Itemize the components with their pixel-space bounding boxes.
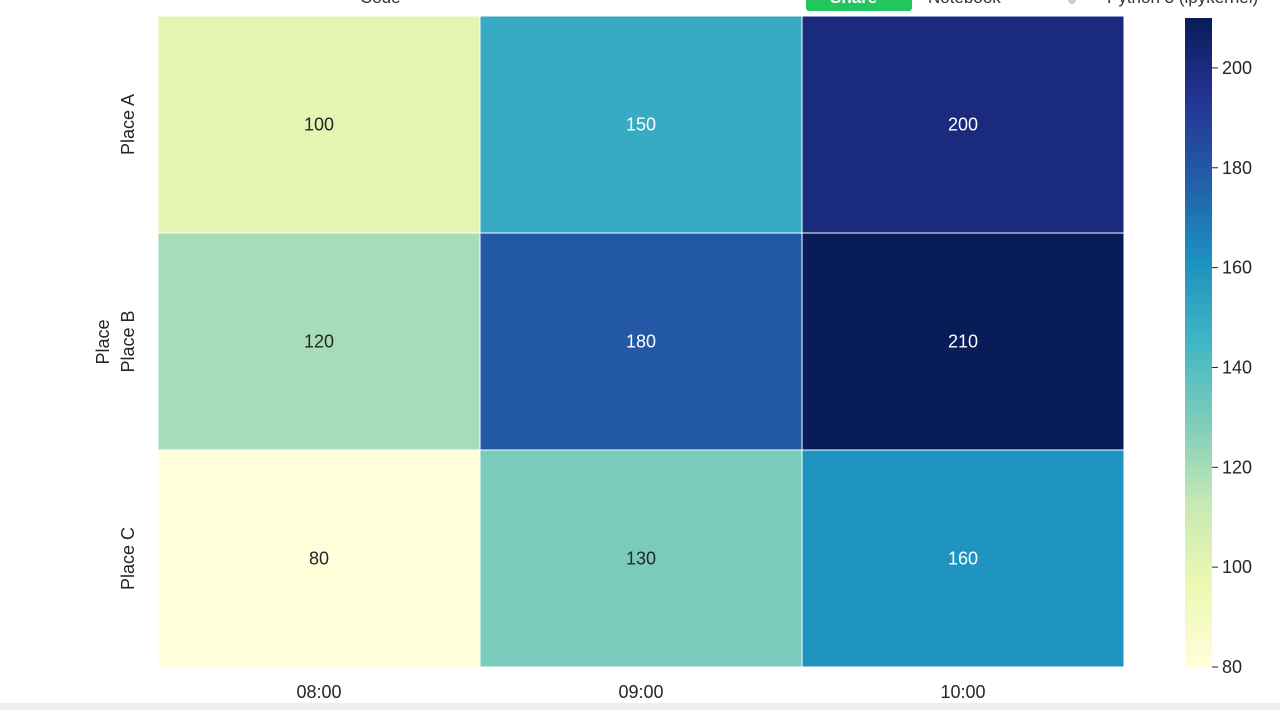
- kernel-name[interactable]: Python 3 (ipykernel): [1107, 0, 1258, 7]
- cell-label: 200: [948, 115, 978, 135]
- cell-label: 130: [626, 549, 656, 569]
- colorbar-tick-label: 80: [1222, 657, 1242, 677]
- heatmap-cell: [479, 449, 803, 668]
- colorbar: [1185, 18, 1212, 667]
- share-button[interactable]: [806, 0, 912, 11]
- bottom-bar: [0, 703, 1280, 710]
- cell-label: 150: [626, 115, 656, 135]
- colorbar-tick-label: 140: [1222, 357, 1252, 377]
- heatmap-cell: [157, 449, 481, 668]
- heatmap-cell: [479, 232, 803, 451]
- colorbar-tick-label: 100: [1222, 557, 1252, 577]
- heatmap-cell: [801, 449, 1125, 668]
- cell-label: 100: [304, 115, 334, 135]
- x-tick-label: 08:00: [296, 682, 341, 702]
- colorbar-tick-label: 120: [1222, 457, 1252, 477]
- toolbar: Code Share Notebook Python 3 (ipykernel): [360, 0, 1258, 11]
- y-tick-label: Place B: [118, 310, 138, 372]
- cell-label: 120: [304, 332, 334, 352]
- x-tick-label: 09:00: [618, 682, 663, 702]
- x-tick-label: 10:00: [940, 682, 985, 702]
- share-label[interactable]: Share: [830, 0, 877, 7]
- heatmap-cell: [801, 15, 1125, 234]
- y-tick-label: Place C: [118, 527, 138, 590]
- y-tick-label: Place A: [118, 94, 138, 155]
- cell-label: 180: [626, 332, 656, 352]
- colorbar-tick-label: 180: [1222, 158, 1252, 178]
- cell-type[interactable]: Code: [360, 0, 401, 7]
- heatmap-cell: [157, 232, 481, 451]
- colorbar-tick-label: 200: [1222, 58, 1252, 78]
- cell-label: 160: [948, 549, 978, 569]
- colorbar-tick-label: 160: [1222, 258, 1252, 278]
- cell-label: 80: [309, 549, 329, 569]
- kernel-status: [1068, 0, 1076, 4]
- y-axis-label: Place: [93, 319, 113, 364]
- cell-label: 210: [948, 332, 978, 352]
- heatmap-cell: [801, 232, 1125, 451]
- heatmap: Place 100 150 200 120 180 210 80 130 160 08:00 09:…: [93, 15, 1252, 702]
- notebook-label[interactable]: Notebook: [928, 0, 1001, 7]
- heatmap-cell: [479, 15, 803, 234]
